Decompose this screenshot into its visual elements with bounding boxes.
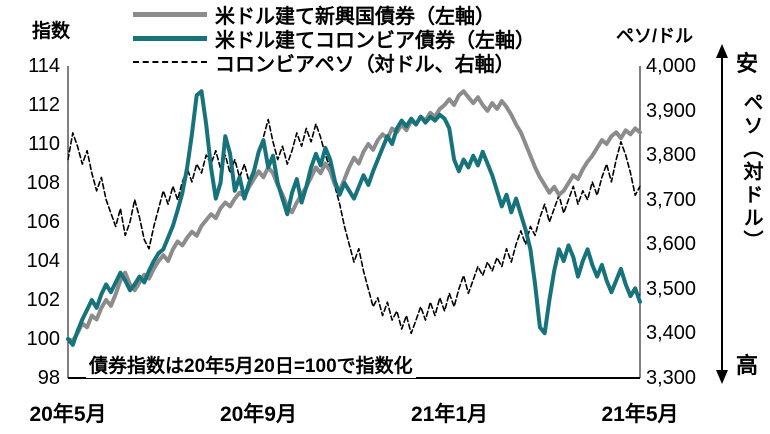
- left-axis-tick-label: 108: [26, 172, 60, 194]
- x-axis-tick-label: 21年1月: [410, 403, 489, 426]
- em-bond-line-swatch: [133, 11, 207, 17]
- left-axis-tick-label: 102: [26, 289, 60, 311]
- legend-item-colombia-peso: コロンビアペソ（対ドル、右軸）: [133, 50, 535, 76]
- peso-vs-dollar-label: ペソ（対ドル）: [740, 92, 762, 253]
- x-axis-tick-label: 20年5月: [29, 403, 107, 426]
- peso-strong-label: 高: [736, 353, 759, 378]
- legend-label: 米ドル建て新興国債券（左軸）: [215, 5, 495, 28]
- left-axis-tick-label: 114: [28, 55, 60, 77]
- right-axis-tick-label: 3,700: [646, 188, 697, 211]
- left-axis-tick-label: 106: [26, 211, 60, 233]
- right-axis-title: ペソ/ドル: [616, 26, 694, 46]
- left-axis-tick-label: 104: [26, 250, 60, 272]
- left-axis-tick-label: 98: [37, 367, 60, 389]
- series-line: [67, 118, 641, 335]
- right-axis-tick-label: 3,500: [646, 277, 697, 300]
- x-axis-tick-label: 21年5月: [601, 403, 679, 426]
- series-line: [66, 89, 642, 347]
- series-line: [66, 89, 642, 343]
- index-base-annotation: 債券指数は20年5月20日=100で指数化: [86, 351, 416, 378]
- right-axis-tick-label: 3,400: [646, 322, 697, 345]
- left-axis-tick-label: 110: [28, 133, 60, 155]
- right-axis-tick-label: 3,300: [646, 367, 697, 389]
- peso-weak-label: 安: [736, 51, 759, 76]
- peso-direction-arrow-icon: [716, 44, 728, 384]
- right-axis-tick-label: 4,000: [646, 55, 697, 77]
- x-axis-tick-label: 20年9月: [219, 403, 297, 426]
- right-axis-tick-label: 3,900: [646, 99, 697, 122]
- legend: 米ドル建て新興国債券（左軸） 米ドル建てコロンビア債券（左軸） コロンビアペソ（…: [133, 2, 535, 76]
- right-axis-tick-label: 3,600: [646, 233, 697, 256]
- left-axis-tick-label: 112: [28, 94, 60, 116]
- right-axis-tick-label: 3,800: [646, 144, 697, 167]
- colombia-peso-line-swatch: [133, 61, 207, 63]
- left-axis-title: 指数: [32, 21, 71, 42]
- legend-label: コロンビアペソ（対ドル、右軸）: [215, 53, 515, 76]
- legend-label: 米ドル建てコロンビア債券（左軸）: [215, 29, 535, 52]
- colombia-bond-line-swatch: [133, 35, 207, 41]
- legend-item-colombia-bond: 米ドル建てコロンビア債券（左軸）: [133, 26, 535, 52]
- left-axis-tick-label: 100: [26, 328, 60, 350]
- legend-item-em-bond: 米ドル建て新興国債券（左軸）: [133, 2, 535, 28]
